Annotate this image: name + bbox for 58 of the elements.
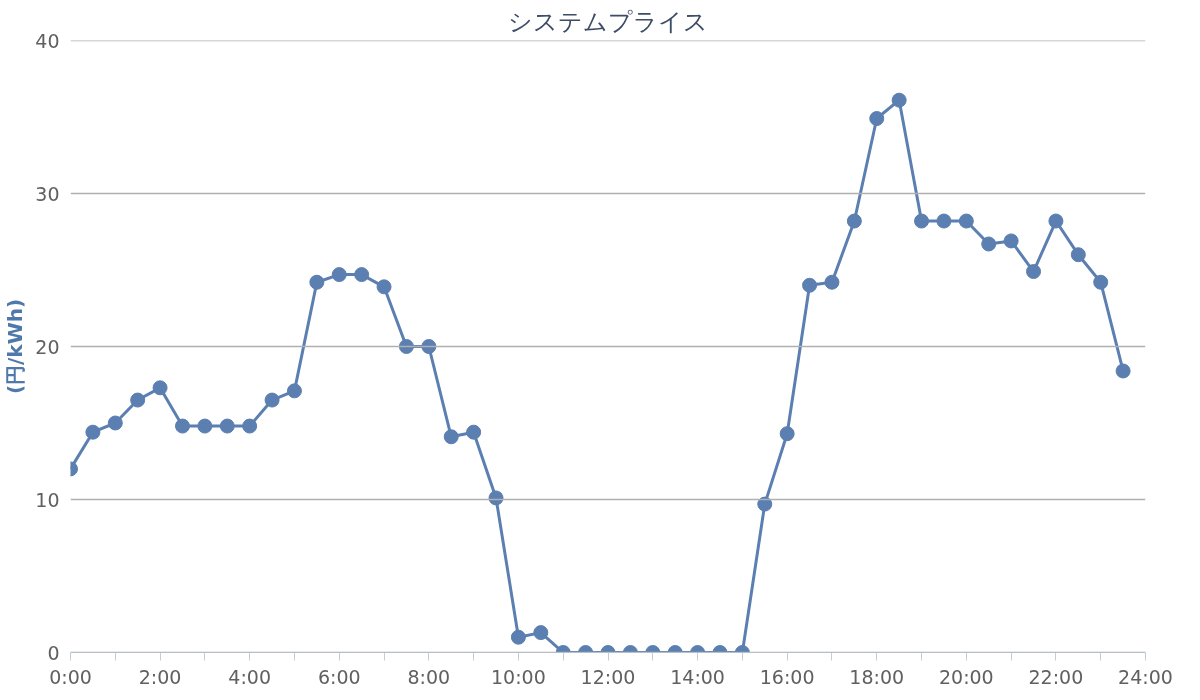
point: [466, 424, 482, 440]
point: [443, 429, 459, 445]
y-tick-label: 20: [35, 335, 60, 358]
x-tick-label: 18:00: [849, 665, 905, 688]
point: [1115, 363, 1131, 379]
point: [1026, 264, 1042, 280]
point: [488, 490, 504, 506]
point: [242, 418, 258, 434]
point: [197, 418, 213, 434]
x-tick-label: 16:00: [759, 665, 815, 688]
point: [376, 279, 392, 295]
x-tick-label: 0:00: [49, 665, 92, 688]
y-tick-label: 40: [35, 29, 60, 52]
x-tick-label: 10:00: [491, 665, 546, 688]
point: [757, 496, 773, 512]
x-tick-label: 24:00: [1118, 665, 1173, 688]
point: [421, 339, 437, 354]
point: [286, 383, 302, 399]
point: [779, 426, 795, 442]
y-tick-label: 10: [35, 488, 60, 511]
point: [869, 111, 885, 127]
point: [846, 213, 862, 229]
x-tick-label: 2:00: [138, 665, 182, 688]
point: [107, 415, 123, 431]
point: [802, 277, 818, 293]
point: [398, 339, 414, 354]
x-tick-label: 8:00: [407, 665, 451, 688]
x-tick-label: 12:00: [580, 665, 636, 688]
point: [1070, 247, 1086, 263]
point: [1003, 233, 1019, 249]
point: [219, 418, 235, 434]
x-tick-label: 4:00: [228, 665, 272, 688]
point: [130, 392, 146, 408]
point: [533, 625, 549, 641]
chart-title: システムプライス: [508, 7, 708, 36]
point: [891, 92, 907, 108]
x-tick-label: 6:00: [317, 665, 361, 688]
y-tick-label: 0: [47, 641, 60, 664]
point: [824, 274, 840, 290]
point: [1048, 213, 1064, 229]
point: [510, 629, 526, 645]
point: [914, 213, 930, 229]
point: [936, 213, 952, 229]
point: [152, 380, 168, 396]
point: [85, 424, 101, 440]
point: [331, 267, 347, 283]
x-tick-label: 20:00: [938, 665, 994, 688]
point: [958, 213, 974, 229]
x-tick-label: 14:00: [670, 665, 725, 688]
y-tick-label: 30: [35, 182, 60, 205]
x-tick-label: 22:00: [1028, 665, 1084, 688]
y-axis-title: (円/kWh): [3, 298, 28, 395]
point: [1093, 274, 1109, 290]
point: [264, 392, 280, 408]
point: [309, 274, 325, 290]
point: [174, 418, 190, 434]
point: [354, 267, 370, 283]
point: [981, 236, 997, 252]
